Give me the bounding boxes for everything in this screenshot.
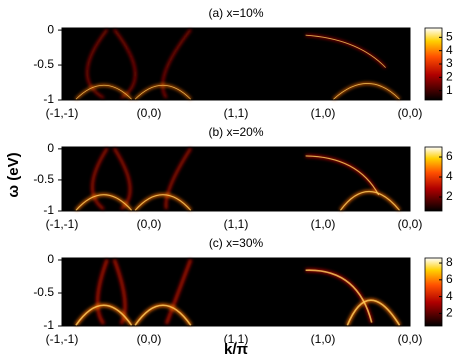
band-core [75,304,133,326]
y-tick-label: 0 [47,252,54,266]
band-core [134,194,192,211]
y-tick-label: -0.5 [33,172,54,186]
band-glow [113,147,132,211]
y-axis-label: ω (eV) [5,152,22,197]
band-core [305,155,380,196]
x-axis-label: k/π [224,341,249,358]
y-tick-label: -1 [43,92,54,106]
colorbar-tick-label: 4 [446,43,453,57]
x-tick-label: (0,0) [398,106,423,120]
heatmap-area [62,28,410,100]
heatmap-area [62,147,410,211]
x-tick-label: (-1,-1) [46,217,79,231]
band-glow [161,28,192,99]
y-tick-label: -0.5 [33,285,54,299]
y-tick-label: -1 [43,203,54,217]
colorbar-tick-label: 8 [446,255,453,269]
band-glow [95,258,109,325]
x-tick-label: (0,0) [398,217,423,231]
band-glow [112,258,127,325]
x-tick-label: (0,0) [137,332,162,346]
panel-title: (c) x=30% [209,236,264,250]
plot-frame [61,27,411,101]
x-tick-label: (-1,-1) [46,106,79,120]
colorbar-tick-label: 1 [446,83,453,97]
panel-title: (b) x=20% [208,125,263,139]
colorbar-tick-label: 4 [446,169,453,183]
x-tick-label: (1,1) [224,106,249,120]
colorbar-tick-label: 3 [446,56,453,70]
band-glow [86,28,109,99]
y-tick-label: -0.5 [33,57,54,71]
colorbar [424,146,443,212]
x-tick-label: (1,0) [311,332,336,346]
band-core [333,83,400,100]
band-core [134,85,192,100]
x-tick-label: (1,1) [224,332,249,346]
band-core [346,299,401,326]
y-tick-label: 0 [47,141,54,155]
x-tick-label: (0,0) [137,106,162,120]
x-tick-label: (-1,-1) [46,332,79,346]
colorbar-tick-label: 4 [446,289,453,303]
band-glow [164,258,193,325]
panel-title: (a) x=10% [208,6,263,20]
band-core [134,304,192,326]
colorbar-tick-label: 2 [446,306,453,320]
band-glow [164,147,192,210]
band-core [339,190,401,211]
x-tick-label: (0,0) [398,332,423,346]
plot-frame [61,257,411,327]
x-tick-label: (1,1) [224,217,249,231]
y-tick-label: 0 [47,22,54,36]
x-tick-label: (1,0) [311,106,336,120]
band-glow [91,147,109,211]
plot-frame [61,146,411,212]
x-tick-label: (0,0) [137,217,162,231]
colorbar-tick-label: 5 [446,30,453,44]
colorbar-tick-label: 2 [446,70,453,84]
band-core [75,85,132,100]
band-core [305,34,386,68]
x-tick-label: (1,0) [311,217,336,231]
band-core [75,194,133,211]
colorbar-tick-label: 6 [446,272,453,286]
y-tick-label: -1 [43,318,54,332]
colorbar-tick-label: 6 [446,149,453,163]
colorbar [424,257,443,327]
band-core [305,269,373,323]
colorbar-tick-label: 2 [446,189,453,203]
